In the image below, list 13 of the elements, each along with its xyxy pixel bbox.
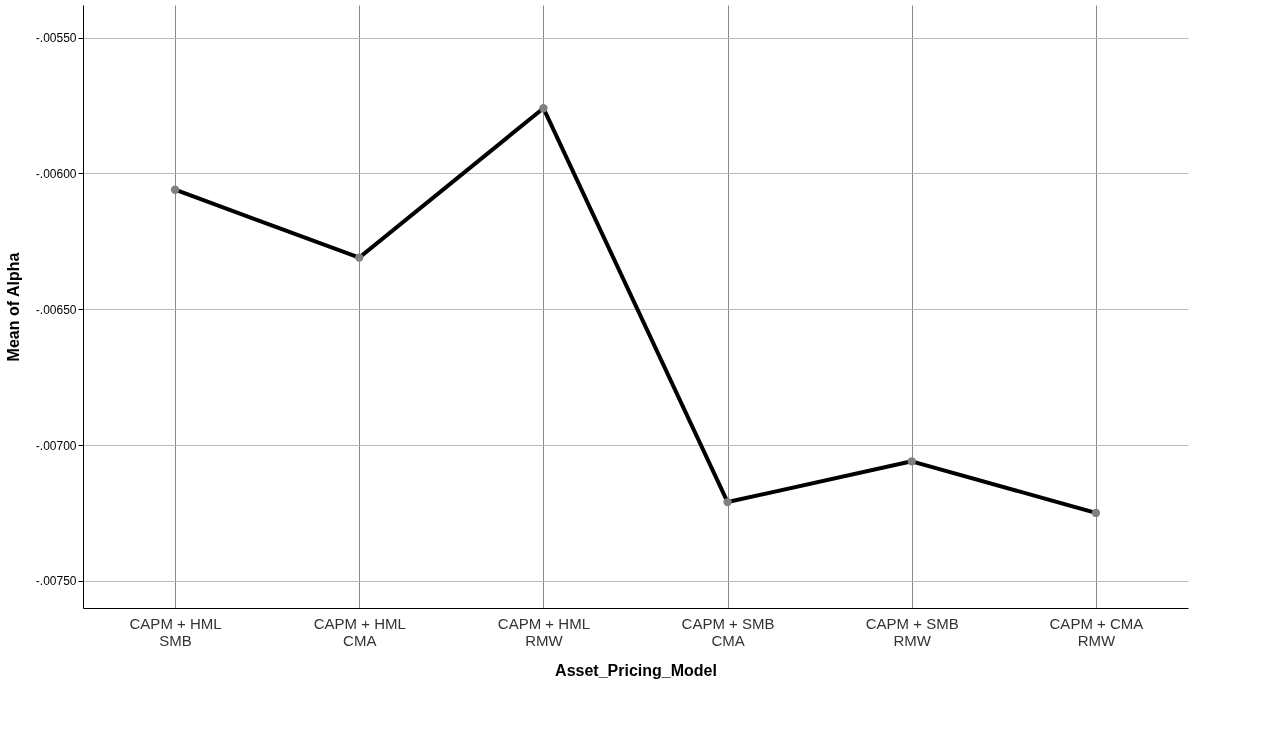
- y-tick-label: -.00700: [35, 438, 77, 453]
- x-tick-label: CAPM + HML CMA: [313, 614, 406, 649]
- x-tick-label: CAPM + HML SMB: [129, 614, 222, 649]
- y-tick-label: -.00600: [35, 166, 77, 181]
- x-axis-title: Asset_Pricing_Model: [555, 661, 717, 679]
- y-axis-title: Mean of Alpha: [4, 252, 22, 362]
- x-tick-label: CAPM + CMA RMW: [1049, 614, 1144, 649]
- x-tick-label: CAPM + SMB RMW: [865, 614, 959, 649]
- x-tick-label: CAPM + SMB CMA: [681, 614, 775, 649]
- x-tick-label: CAPM + HML RMW: [497, 614, 590, 649]
- y-tick-label: -.00650: [35, 302, 77, 317]
- y-tick-label: -.00750: [35, 574, 77, 589]
- y-tick-label: -.00550: [35, 31, 77, 46]
